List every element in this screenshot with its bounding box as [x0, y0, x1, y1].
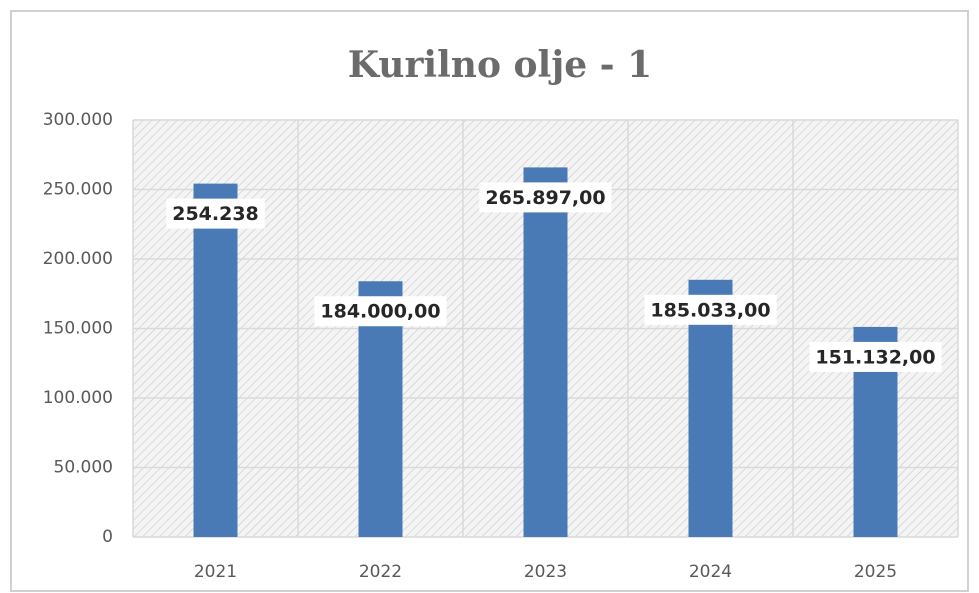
chart-title: Kurilno olje - 1 — [348, 44, 652, 86]
y-tick-label: 50.000 — [54, 458, 113, 478]
y-tick-label: 300.000 — [43, 110, 113, 130]
value-label: 254.238 — [172, 203, 259, 225]
value-label-box — [166, 198, 265, 229]
value-label-box — [809, 341, 942, 372]
bar — [193, 183, 238, 537]
x-tick-label: 2025 — [854, 562, 897, 582]
bar — [523, 167, 568, 537]
value-label: 185.033,00 — [650, 299, 770, 321]
value-label: 265.897,00 — [485, 187, 605, 209]
value-label: 151.132,00 — [815, 346, 935, 368]
value-label-box — [479, 182, 612, 213]
y-tick-label: 250.000 — [43, 180, 113, 200]
x-tick-label: 2024 — [689, 562, 732, 582]
y-tick-label: 150.000 — [43, 319, 113, 339]
value-label: 184.000,00 — [320, 301, 440, 323]
y-tick-label: 100.000 — [43, 388, 113, 408]
x-tick-label: 2021 — [194, 562, 237, 582]
y-tick-label: 200.000 — [43, 249, 113, 269]
value-label-box — [644, 294, 777, 325]
x-tick-label: 2022 — [359, 562, 402, 582]
y-tick-label: 0 — [102, 527, 113, 547]
value-label-box — [314, 296, 447, 327]
x-tick-label: 2023 — [524, 562, 567, 582]
